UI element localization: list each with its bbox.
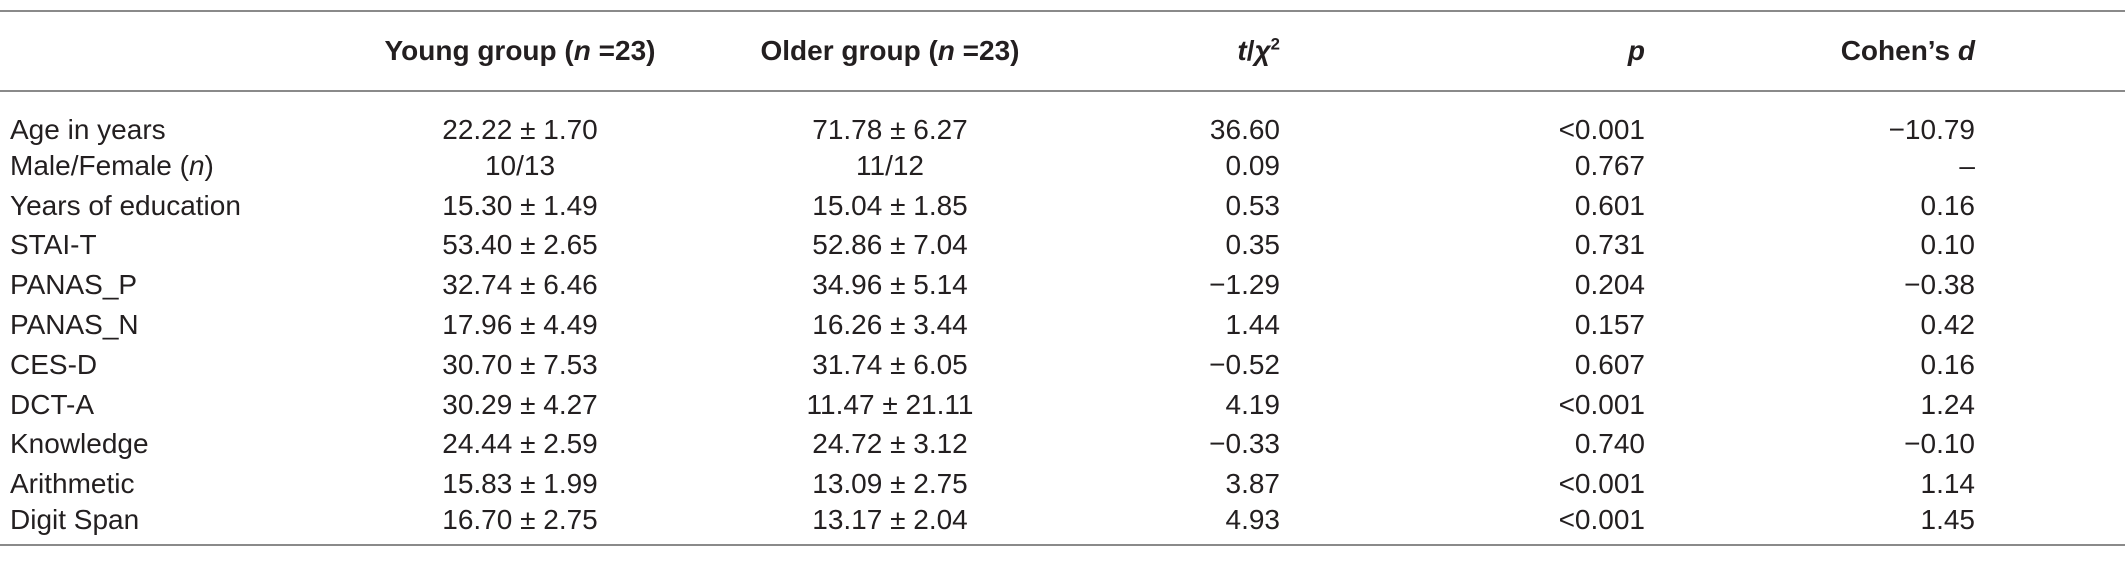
cell-cohens-d: 0.10: [1920, 229, 1976, 261]
cell-p-value: <0.001: [1558, 114, 1645, 145]
cell-p-value: 0.601: [1574, 189, 1645, 221]
cell-p-value: 0.767: [1574, 149, 1645, 181]
cell-cohens-d: 0.16: [1920, 189, 1976, 221]
cell-spacer: [1975, 305, 2125, 345]
cell-cohens-d: 0.16: [1920, 348, 1976, 380]
cell-variable: Male/Female (n): [10, 149, 214, 181]
cell-cohens-d: –: [1959, 149, 1975, 181]
cell-older: 71.78 ± 6.27: [812, 114, 968, 145]
cell-variable: PANAS_N: [10, 309, 139, 341]
cell-spacer: [1975, 385, 2125, 425]
cell-spacer: [1975, 464, 2125, 504]
cell-variable: PANAS_P: [10, 269, 138, 301]
header-cohens-d: Cohen’s d: [1645, 10, 1975, 92]
cell-p-value: 0.607: [1574, 348, 1645, 380]
table-row: STAI-T 53.40 ± 2.65 52.86 ± 7.04 0.35 0.731 0…: [0, 226, 2125, 266]
cell-spacer: [1975, 425, 2125, 465]
cell-older: 13.17 ± 2.04: [710, 504, 1070, 547]
cell-t-stat: −0.33: [1209, 428, 1280, 460]
table-row: Digit Span 16.70 ± 2.75 13.17 ± 2.04 4.93 <0…: [0, 504, 2125, 547]
cell-spacer: [1975, 91, 2125, 146]
table-row: Knowledge 24.44 ± 2.59 24.72 ± 3.12 −0.33 0.…: [0, 425, 2125, 465]
cell-variable: Knowledge: [10, 428, 149, 460]
cell-older: 52.86 ± 7.04: [812, 229, 968, 261]
cell-cohens-d: 1.14: [1920, 468, 1976, 500]
cell-cohens-d: 1.24: [1920, 388, 1976, 420]
cell-cohens-d: 0.42: [1920, 309, 1976, 341]
cell-spacer: [1975, 345, 2125, 385]
cell-spacer: [1975, 226, 2125, 266]
header-spacer: [1975, 10, 2125, 92]
cell-t-stat: 0.09: [1225, 149, 1281, 181]
cell-t-stat: −1.29: [1209, 269, 1280, 301]
cell-variable: Age in years: [10, 114, 166, 145]
header-variable: [0, 10, 330, 92]
cell-young: 15.30 ± 1.49: [442, 189, 598, 221]
cell-cohens-d: −10.79: [1888, 114, 1975, 145]
cell-variable: STAI-T: [10, 229, 97, 261]
table-row: Years of education 15.30 ± 1.49 15.04 ± 1.…: [0, 186, 2125, 226]
table-row: Arithmetic 15.83 ± 1.99 13.09 ± 2.75 3.87 <0…: [0, 464, 2125, 504]
cell-variable: DCT-A: [10, 388, 94, 420]
cell-older: 16.26 ± 3.44: [812, 309, 968, 341]
cell-young: 22.22 ± 1.70: [442, 114, 598, 145]
header-young-group: Young group (n =23): [330, 10, 710, 92]
cell-spacer: [1975, 265, 2125, 305]
cell-variable: CES-D: [10, 348, 98, 380]
cell-young: 15.83 ± 1.99: [442, 468, 598, 500]
cell-p-value: <0.001: [1558, 388, 1645, 420]
cell-older: 34.96 ± 5.14: [812, 269, 968, 301]
cell-p-value: <0.001: [1558, 468, 1645, 500]
cell-young: 32.74 ± 6.46: [442, 269, 598, 301]
cell-spacer: [1975, 186, 2125, 226]
cell-t-stat: 3.87: [1225, 468, 1281, 500]
cell-t-stat: −0.52: [1209, 348, 1280, 380]
cell-variable: Digit Span: [0, 504, 330, 547]
cell-variable: Years of education: [10, 189, 241, 221]
cell-spacer: [1975, 504, 2125, 547]
cell-cohens-d: 1.45: [1645, 504, 1975, 547]
cell-p-value: 0.731: [1574, 229, 1645, 261]
cell-young: 53.40 ± 2.65: [442, 229, 598, 261]
cell-older: 13.09 ± 2.75: [812, 468, 968, 500]
header-older-group: Older group (n =23): [710, 10, 1070, 92]
cell-young: 24.44 ± 2.59: [442, 428, 598, 460]
cell-young: 16.70 ± 2.75: [330, 504, 710, 547]
demographics-table: Young group (n =23) Older group (n =23) …: [0, 10, 2125, 547]
cell-t-stat: 4.19: [1225, 388, 1281, 420]
table-row: DCT-A 30.29 ± 4.27 11.47 ± 21.11 4.19 <0.001…: [0, 385, 2125, 425]
cell-p-value: 0.204: [1574, 269, 1645, 301]
cell-older: 15.04 ± 1.85: [812, 189, 968, 221]
cell-p-value: 0.740: [1574, 428, 1645, 460]
table-header-row: Young group (n =23) Older group (n =23) …: [0, 10, 2125, 92]
header-t-chi-square: t/χ2: [1070, 10, 1280, 92]
cell-older: 24.72 ± 3.12: [812, 428, 968, 460]
table-row: PANAS_N 17.96 ± 4.49 16.26 ± 3.44 1.44 0.157…: [0, 305, 2125, 345]
cell-older: 11/12: [856, 149, 924, 181]
cell-young: 30.70 ± 7.53: [442, 348, 598, 380]
cell-older: 31.74 ± 6.05: [812, 348, 968, 380]
cell-cohens-d: −0.38: [1904, 269, 1975, 301]
cell-p-value: 0.157: [1574, 309, 1645, 341]
cell-cohens-d: −0.10: [1904, 428, 1975, 460]
cell-t-stat: 0.53: [1225, 189, 1281, 221]
table-body: Age in years 22.22 ± 1.70 71.78 ± 6.27 36.6…: [0, 91, 2125, 547]
cell-variable: Arithmetic: [10, 468, 135, 500]
cell-young: 17.96 ± 4.49: [442, 309, 598, 341]
cell-t-stat: 4.93: [1070, 504, 1280, 547]
header-p-value: p: [1280, 10, 1645, 92]
cell-spacer: [1975, 146, 2125, 186]
cell-older: 11.47 ± 21.11: [806, 388, 974, 420]
cell-t-stat: 36.60: [1209, 114, 1280, 145]
cell-young: 30.29 ± 4.27: [442, 388, 598, 420]
cell-young: 10/13: [484, 149, 556, 181]
cell-p-value: <0.001: [1280, 504, 1645, 547]
cell-t-stat: 0.35: [1225, 229, 1281, 261]
table-row: Age in years 22.22 ± 1.70 71.78 ± 6.27 36.6…: [0, 91, 2125, 146]
cell-t-stat: 1.44: [1225, 309, 1281, 341]
table-row: Male/Female (n) 10/13 11/12 0.09 0.767 –: [0, 146, 2125, 186]
table-row: PANAS_P 32.74 ± 6.46 34.96 ± 5.14 −1.29 0.20…: [0, 265, 2125, 305]
table-row: CES-D 30.70 ± 7.53 31.74 ± 6.05 −0.52 0.607 0…: [0, 345, 2125, 385]
